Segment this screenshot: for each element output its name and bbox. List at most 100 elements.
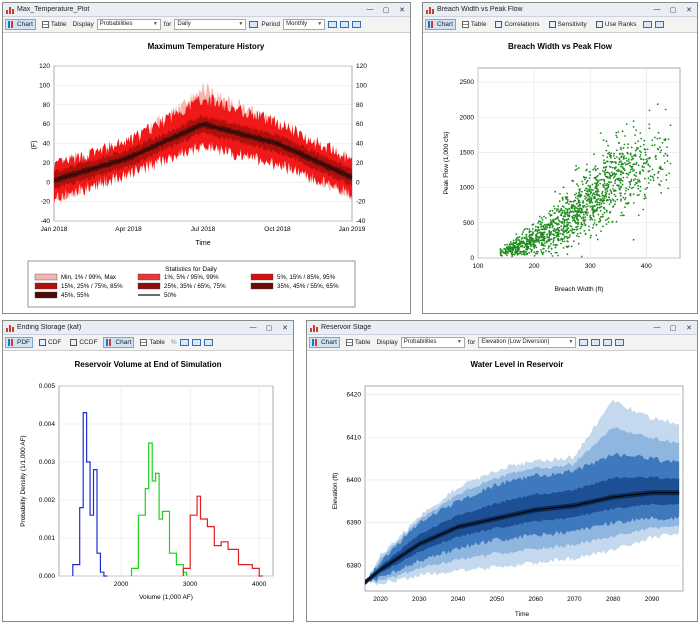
y-tick-label: 80 bbox=[43, 102, 51, 109]
chart-settings-icon[interactable] bbox=[328, 21, 338, 28]
table-button[interactable]: Table bbox=[39, 19, 70, 30]
legend-swatch bbox=[34, 291, 58, 299]
titlebar[interactable]: Breach Width vs Peak Flow — ▢ ✕ bbox=[423, 3, 697, 17]
table-button[interactable]: Table bbox=[343, 337, 374, 348]
window-breach-width[interactable]: Breach Width vs Peak Flow — ▢ ✕ Chart Tabl… bbox=[422, 2, 698, 314]
scatter-point bbox=[614, 179, 617, 181]
chart-settings-icon[interactable] bbox=[642, 21, 652, 28]
scatter-point bbox=[543, 235, 546, 238]
chart-settings-icon[interactable] bbox=[179, 339, 189, 346]
maximize-icon[interactable]: ▢ bbox=[669, 6, 677, 14]
scatter-point bbox=[652, 179, 655, 182]
sensitivity-button[interactable]: Sensitivity bbox=[546, 19, 590, 30]
scatter-point bbox=[597, 174, 599, 177]
period-select[interactable]: Monthly ▼ bbox=[283, 19, 326, 30]
scatter-point bbox=[521, 233, 524, 236]
correlations-button[interactable]: Correlations bbox=[492, 19, 542, 30]
scatter-point bbox=[558, 200, 561, 203]
scatter-point bbox=[661, 141, 664, 144]
scatter-point bbox=[516, 253, 519, 256]
titlebar[interactable]: Ending Storage (kaf) — ▢ ✕ bbox=[3, 321, 293, 335]
display-select[interactable]: Probabilities ▼ bbox=[96, 19, 161, 30]
scatter-point bbox=[601, 200, 604, 203]
chart-button[interactable]: Chart bbox=[425, 19, 456, 30]
scatter-point bbox=[598, 203, 601, 206]
chart-button[interactable]: Chart bbox=[5, 19, 36, 30]
use-ranks-button[interactable]: Use Ranks bbox=[593, 19, 640, 30]
scatter-point bbox=[629, 152, 632, 155]
chart-settings-icon[interactable] bbox=[591, 339, 601, 346]
scatter-point bbox=[501, 249, 504, 252]
scatter-point bbox=[524, 251, 527, 253]
close-icon[interactable]: ✕ bbox=[399, 6, 405, 14]
scatter-point bbox=[525, 240, 528, 243]
scatter-point bbox=[539, 236, 541, 239]
legend-title: Statistics for Daily bbox=[165, 266, 217, 273]
scatter-point bbox=[591, 194, 594, 197]
scatter-point bbox=[587, 197, 590, 200]
scatter-point bbox=[526, 228, 529, 230]
maximize-icon[interactable]: ▢ bbox=[669, 324, 677, 332]
scatter-point bbox=[552, 229, 555, 232]
window-max-temperature[interactable]: Max_Temperature_Plot — ▢ ✕ Chart Table Dis… bbox=[2, 2, 411, 314]
window-reservoir-stage[interactable]: Reservoir Stage — ▢ ✕ Chart Table Display … bbox=[306, 320, 698, 622]
for-select[interactable]: Elevation (Low Diversion) ▼ bbox=[478, 337, 577, 348]
scatter-point bbox=[622, 158, 625, 160]
scatter-point bbox=[618, 179, 620, 181]
scatter-point bbox=[569, 234, 571, 236]
scatter-point bbox=[655, 154, 657, 157]
scatter-point bbox=[603, 202, 605, 205]
chart-option-icon[interactable] bbox=[579, 339, 589, 346]
chart-copy-icon[interactable] bbox=[603, 339, 613, 346]
chart-button[interactable]: Chart bbox=[103, 337, 135, 348]
table-button[interactable]: Table bbox=[137, 337, 168, 348]
scatter-point bbox=[666, 146, 668, 148]
scatter-point bbox=[569, 210, 572, 213]
chart-export-icon[interactable] bbox=[203, 339, 213, 346]
window-ending-storage[interactable]: Ending Storage (kaf) — ▢ ✕ PDF CDF CCDF Ch… bbox=[2, 320, 294, 622]
chart-export-icon[interactable] bbox=[352, 21, 362, 28]
for-select[interactable]: Daily ▼ bbox=[174, 19, 247, 30]
scatter-point bbox=[573, 240, 575, 243]
chart-option-icon[interactable] bbox=[249, 21, 259, 28]
scatter-point bbox=[533, 247, 536, 249]
table-button[interactable]: Table bbox=[459, 19, 490, 30]
scatter-point bbox=[595, 203, 598, 206]
scatter-point bbox=[511, 253, 514, 256]
minimize-icon[interactable]: — bbox=[653, 5, 661, 13]
pdf-button[interactable]: PDF bbox=[5, 337, 33, 348]
titlebar[interactable]: Max_Temperature_Plot — ▢ ✕ bbox=[3, 3, 410, 17]
scatter-point bbox=[630, 180, 633, 183]
scatter-point bbox=[632, 179, 635, 182]
scatter-point bbox=[624, 206, 626, 209]
scatter-point bbox=[583, 213, 585, 216]
chart-copy-icon[interactable] bbox=[340, 21, 350, 28]
chart-copy-icon[interactable] bbox=[191, 339, 201, 346]
minimize-icon[interactable]: — bbox=[366, 5, 374, 13]
chart-copy-icon[interactable] bbox=[654, 21, 664, 28]
close-icon[interactable]: ✕ bbox=[686, 6, 692, 14]
scatter-point bbox=[596, 190, 599, 192]
close-icon[interactable]: ✕ bbox=[282, 324, 288, 332]
close-icon[interactable]: ✕ bbox=[686, 324, 692, 332]
titlebar[interactable]: Reservoir Stage — ▢ ✕ bbox=[307, 321, 697, 335]
scatter-point bbox=[647, 164, 650, 167]
scatter-point bbox=[575, 226, 578, 229]
scatter-point bbox=[644, 151, 647, 154]
scatter-point bbox=[617, 163, 620, 166]
scatter-point bbox=[534, 252, 537, 255]
maximize-icon[interactable]: ▢ bbox=[382, 6, 390, 14]
ccdf-button[interactable]: CCDF bbox=[67, 337, 100, 348]
scatter-point bbox=[627, 202, 629, 205]
minimize-icon[interactable]: — bbox=[653, 323, 661, 331]
scatter-point bbox=[568, 236, 571, 238]
scatter-point bbox=[615, 134, 618, 137]
percent-icon[interactable]: % bbox=[170, 339, 177, 346]
cdf-button[interactable]: CDF bbox=[36, 337, 64, 348]
minimize-icon[interactable]: — bbox=[249, 323, 257, 331]
maximize-icon[interactable]: ▢ bbox=[265, 324, 273, 332]
chart-export-icon[interactable] bbox=[615, 339, 625, 346]
scatter-point bbox=[589, 174, 592, 177]
display-select[interactable]: Probabilities ▼ bbox=[400, 337, 465, 348]
chart-button[interactable]: Chart bbox=[309, 337, 340, 348]
